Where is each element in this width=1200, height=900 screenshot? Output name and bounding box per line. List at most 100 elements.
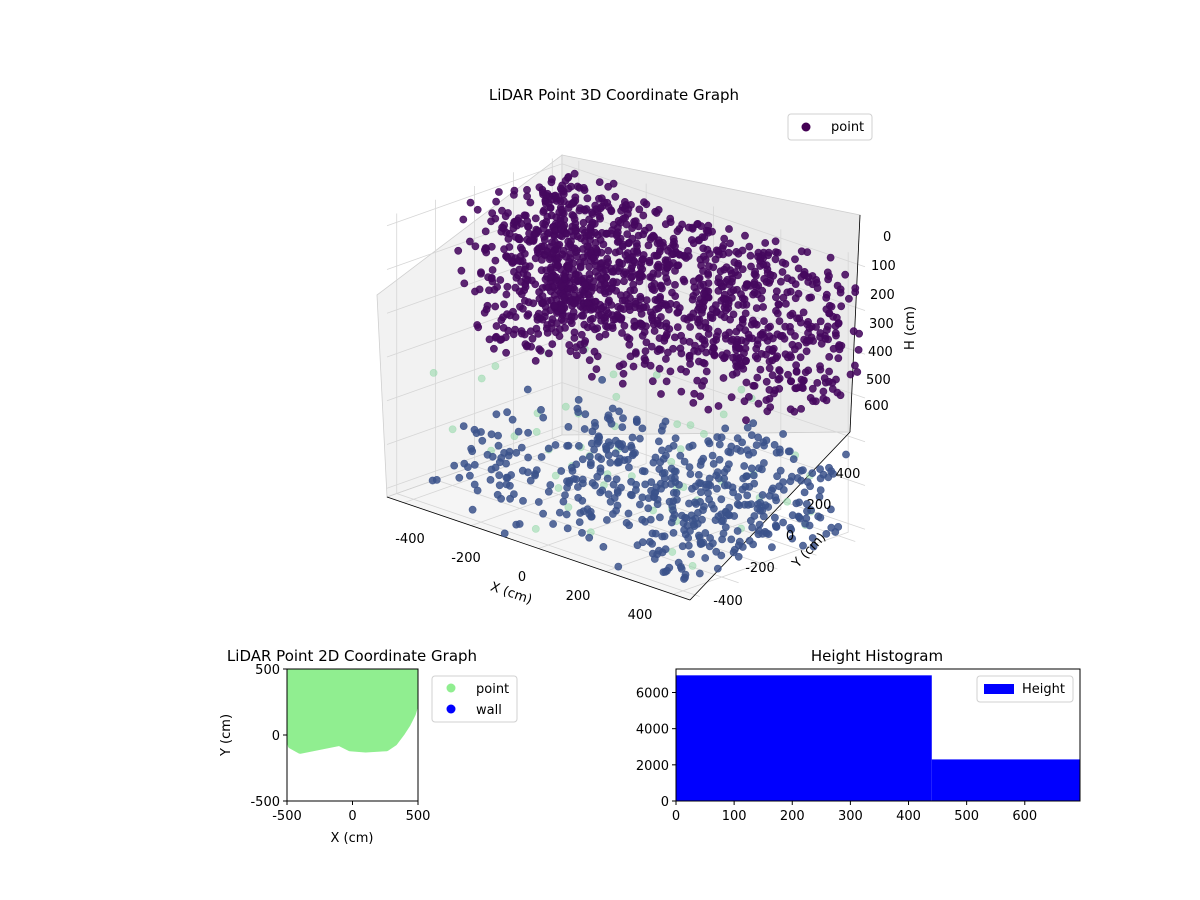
- point-marker: [631, 217, 640, 226]
- point-marker: [547, 211, 556, 220]
- point-marker: [553, 241, 562, 250]
- point-marker: [836, 288, 845, 297]
- point-marker: [730, 258, 739, 267]
- point-marker: [570, 474, 578, 483]
- point-marker: [642, 338, 651, 347]
- point-marker: [833, 281, 842, 290]
- point-marker: [697, 488, 705, 497]
- legend-2d-label-wall: wall: [476, 703, 502, 718]
- y-tick-label-hist: 2000: [636, 759, 669, 774]
- point-marker: [776, 448, 784, 457]
- point-marker: [841, 270, 850, 279]
- z-tick-label: 400: [868, 345, 893, 360]
- point-marker: [780, 334, 789, 343]
- point-marker: [792, 499, 801, 508]
- point-marker: [765, 385, 774, 394]
- point-marker: [539, 509, 547, 518]
- point-marker: [719, 374, 728, 382]
- point-marker: [715, 440, 724, 449]
- point-marker: [495, 481, 504, 490]
- point-marker: [782, 299, 790, 308]
- point-marker: [816, 329, 825, 337]
- point-marker: [831, 528, 840, 536]
- point-marker: [582, 305, 591, 314]
- point-marker: [720, 234, 729, 243]
- z-tick-label: 200: [870, 288, 895, 303]
- point-marker: [786, 477, 795, 486]
- point-marker: [824, 322, 832, 331]
- point-marker: [715, 455, 724, 464]
- point-marker: [570, 328, 579, 337]
- point-marker: [662, 451, 670, 460]
- point-marker: [853, 368, 862, 376]
- point-marker: [703, 245, 712, 254]
- point-marker: [591, 481, 599, 490]
- point-marker: [773, 309, 782, 318]
- point-marker: [762, 261, 771, 270]
- point-marker: [500, 300, 508, 309]
- point-marker: [632, 239, 641, 248]
- point-marker: [448, 425, 457, 434]
- point-marker: [548, 340, 557, 348]
- point-marker: [544, 444, 553, 453]
- point-marker: [507, 257, 516, 266]
- point-marker: [588, 372, 596, 381]
- point-marker: [805, 336, 814, 345]
- point-marker: [827, 505, 835, 514]
- point-marker: [792, 367, 801, 376]
- point-marker: [468, 505, 477, 514]
- x-tick-label-hist: 300: [838, 809, 863, 824]
- point-marker: [783, 497, 792, 506]
- point-marker: [845, 294, 853, 303]
- point-marker: [791, 294, 800, 303]
- point-marker: [548, 315, 557, 324]
- point-marker: [602, 322, 610, 331]
- point-marker: [571, 193, 580, 202]
- point-marker: [500, 448, 508, 457]
- ticks-2d: -500 0 500 500 0 -500: [250, 663, 430, 824]
- point-marker: [790, 407, 799, 416]
- point-marker: [558, 250, 567, 259]
- point-marker: [760, 333, 769, 342]
- point-marker: [583, 298, 592, 307]
- point-marker: [649, 458, 658, 467]
- point-marker: [591, 325, 599, 334]
- point-marker: [611, 192, 620, 201]
- point-marker: [694, 470, 703, 479]
- point-marker: [794, 264, 803, 273]
- point-marker: [740, 462, 749, 470]
- point-marker: [603, 474, 612, 483]
- point-marker: [632, 349, 640, 358]
- point-marker: [595, 212, 604, 221]
- point-marker: [603, 229, 611, 238]
- point-marker: [529, 299, 538, 308]
- point-marker: [576, 258, 585, 267]
- point-marker: [627, 200, 635, 209]
- point-marker: [528, 334, 537, 343]
- x-tick-label-2d: 0: [348, 809, 356, 824]
- point-marker: [673, 495, 681, 504]
- point-marker: [585, 274, 594, 283]
- point-marker: [639, 211, 648, 220]
- point-marker: [772, 293, 780, 302]
- point-marker: [808, 384, 817, 393]
- point-marker: [500, 529, 509, 538]
- point-marker: [738, 315, 747, 324]
- y-tick-label-2d: -500: [250, 795, 280, 810]
- point-marker: [746, 251, 755, 260]
- point-marker: [714, 327, 722, 336]
- point-marker: [640, 198, 648, 207]
- point-marker: [786, 377, 795, 386]
- point-marker: [487, 430, 496, 439]
- point-marker: [647, 486, 655, 495]
- point-marker: [636, 434, 644, 443]
- point-marker: [648, 549, 657, 558]
- point-marker: [734, 552, 743, 561]
- point-marker: [719, 516, 727, 525]
- point-marker: [657, 282, 665, 291]
- point-marker: [577, 330, 586, 339]
- point-marker: [687, 313, 696, 322]
- point-marker: [620, 277, 628, 286]
- point-marker: [611, 436, 620, 445]
- point-marker: [699, 289, 708, 298]
